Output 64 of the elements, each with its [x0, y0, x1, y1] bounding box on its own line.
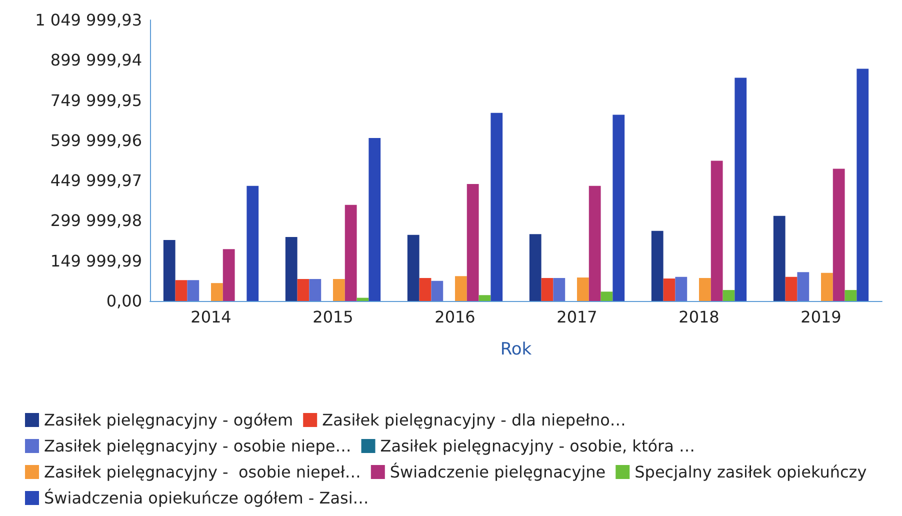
bar [577, 277, 589, 301]
x-tick-label: 2016 [434, 308, 476, 326]
bar [455, 276, 467, 301]
bar [175, 280, 188, 301]
bar [600, 292, 613, 301]
y-tick-label: 899 999,94 [50, 50, 142, 70]
bar [419, 278, 432, 301]
x-tick-label: 2014 [190, 308, 232, 326]
bar [651, 230, 664, 301]
y-tick-label: 1 049 999,93 [35, 10, 142, 30]
y-tick-label: 599 999,96 [50, 130, 142, 150]
bar [333, 279, 345, 301]
bar [541, 278, 554, 301]
legend-label: Zasiłek pielęgnacyjny - ogółem [44, 410, 294, 430]
bar [588, 186, 601, 301]
bar [773, 216, 786, 301]
bar [344, 204, 357, 301]
legend-label: Specjalny zasiłek opiekuńczy [634, 462, 867, 482]
bar [612, 114, 625, 301]
bar [356, 298, 369, 301]
bar [431, 280, 444, 301]
y-tick-label: 0,00 [106, 292, 142, 310]
bar [844, 290, 857, 301]
bar [297, 279, 310, 301]
bar [490, 112, 503, 301]
bar [553, 278, 566, 301]
legend-label: Zasiłek pielęgnacyjny - osobie, która … [380, 436, 695, 456]
bar [163, 240, 176, 301]
bar [675, 276, 688, 301]
bar [478, 295, 491, 301]
legend-label: Świadczenia opiekuńcze ogółem - Zasi… [44, 488, 369, 508]
bar [832, 168, 845, 301]
bar [710, 160, 723, 301]
bar [285, 237, 298, 301]
bar [222, 249, 235, 301]
x-tick-label: 2019 [800, 308, 842, 326]
bar [663, 278, 676, 301]
x-tick-label: 2017 [556, 308, 598, 326]
x-tick-label: 2018 [678, 308, 720, 326]
x-tick-label: 2015 [312, 308, 354, 326]
legend-label: Świadczenie pielęgnacyjne [390, 462, 606, 482]
bar [821, 272, 833, 301]
bar [699, 278, 711, 301]
bar [407, 234, 420, 301]
bar [529, 234, 542, 301]
bar [722, 290, 735, 301]
y-tick-label: 449 999,97 [50, 171, 142, 190]
legend-label: Zasiłek pielęgnacyjny - osobie niepe… [44, 436, 352, 456]
y-tick-label: 299 999,98 [50, 211, 142, 230]
bar [785, 276, 798, 301]
bar [309, 279, 322, 301]
bar [797, 272, 810, 301]
bar [368, 138, 381, 301]
bar [466, 184, 479, 301]
bar [246, 186, 259, 301]
x-axis-title: Rok [500, 340, 532, 360]
bar [734, 78, 747, 301]
y-tick-label: 749 999,95 [50, 90, 142, 110]
bar [187, 280, 200, 301]
legend-label: Zasiłek pielęgnacyjny - dla niepełno… [322, 410, 626, 430]
bar [211, 283, 223, 301]
legend-label: Zasiłek pielęgnacyjny - osobie niepeł… [44, 462, 361, 482]
bar [856, 68, 869, 301]
y-tick-label: 149 999,99 [50, 251, 142, 270]
